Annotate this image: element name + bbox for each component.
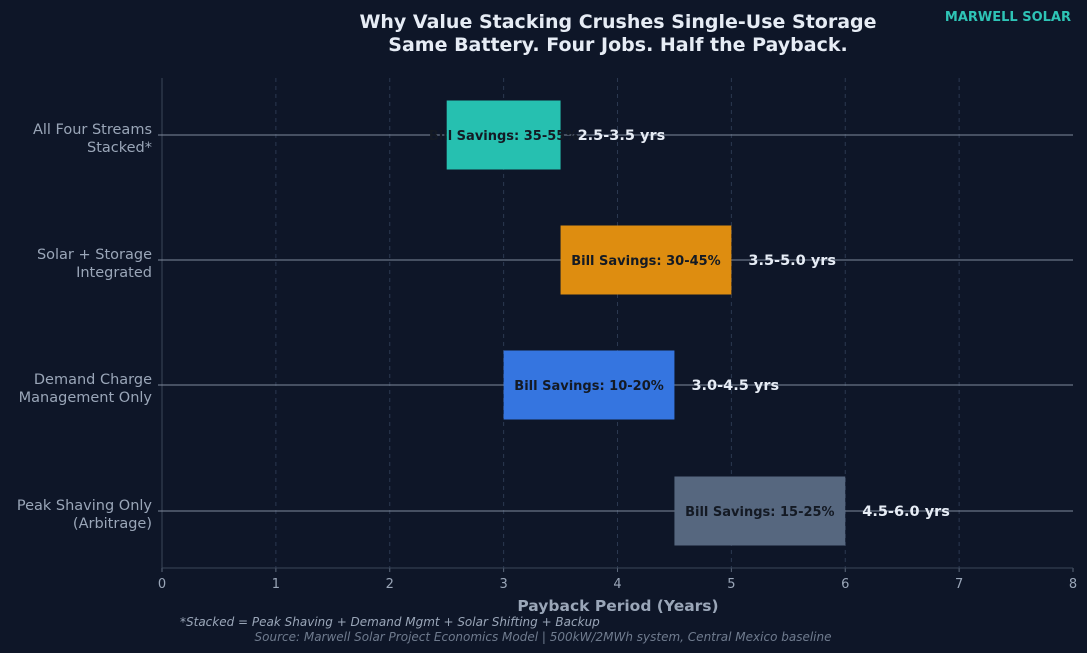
chart-subtitle: Same Battery. Four Jobs. Half the Paybac…: [388, 34, 847, 56]
x-tick-labels: 0 1 2 3 4 5 6 7 8: [158, 577, 1077, 592]
range-bar-2: [503, 350, 675, 420]
bar-savings-label-0: Bill Savings: 35-55%: [429, 129, 579, 144]
x-tick-label-8: 8: [1069, 577, 1077, 592]
x-tick-label-7: 7: [955, 577, 963, 592]
x-tick-label-1: 1: [272, 577, 280, 592]
chart-title: Why Value Stacking Crushes Single-Use St…: [359, 11, 876, 33]
category-label-0-line1: All Four Streams: [33, 122, 152, 138]
range-bar-1: [560, 225, 732, 295]
category-label-0-line2: Stacked*: [87, 140, 152, 156]
x-tick-label-3: 3: [499, 577, 507, 592]
range-bars: Bill Savings: 35-55% 2.5-3.5 yrs Bill Savi…: [429, 100, 950, 546]
range-bar-0: [446, 100, 561, 170]
bar-savings-label-3: Bill Savings: 15-25%: [685, 505, 835, 520]
category-label-3-line1: Peak Shaving Only: [17, 498, 153, 514]
category-label-1-line2: Integrated: [76, 265, 152, 281]
bar-range-label-1: 3.5-5.0 yrs: [748, 253, 836, 269]
category-labels: All Four Streams Stacked* Solar + Storage I…: [17, 122, 153, 532]
bar-savings-label-1: Bill Savings: 30-45%: [571, 254, 721, 269]
category-label-1-line1: Solar + Storage: [37, 247, 152, 263]
x-tick-label-6: 6: [841, 577, 849, 592]
category-label-3-line2: (Arbitrage): [73, 516, 152, 532]
brand-label: MARWELL SOLAR: [945, 10, 1071, 25]
source-note: Source: Marwell Solar Project Economics …: [255, 630, 832, 644]
bar-range-label-3: 4.5-6.0 yrs: [862, 504, 950, 520]
x-tick-label-4: 4: [613, 577, 621, 592]
x-tick-label-0: 0: [158, 577, 166, 592]
bar-savings-label-2: Bill Savings: 10-20%: [514, 379, 664, 394]
axes: [158, 78, 1074, 572]
footnote: *Stacked = Peak Shaving + Demand Mgmt + …: [180, 615, 600, 629]
x-tick-label-2: 2: [386, 577, 394, 592]
category-label-2-line1: Demand Charge: [34, 372, 152, 388]
x-axis-label: Payback Period (Years): [517, 597, 718, 615]
bar-range-label-2: 3.0-4.5 yrs: [691, 378, 779, 394]
bar-range-label-0: 2.5-3.5 yrs: [578, 128, 666, 144]
range-bar-3: [674, 476, 846, 546]
x-tick-label-5: 5: [727, 577, 735, 592]
grid-lines: [275, 78, 960, 568]
category-label-2-line2: Management Only: [19, 390, 153, 406]
